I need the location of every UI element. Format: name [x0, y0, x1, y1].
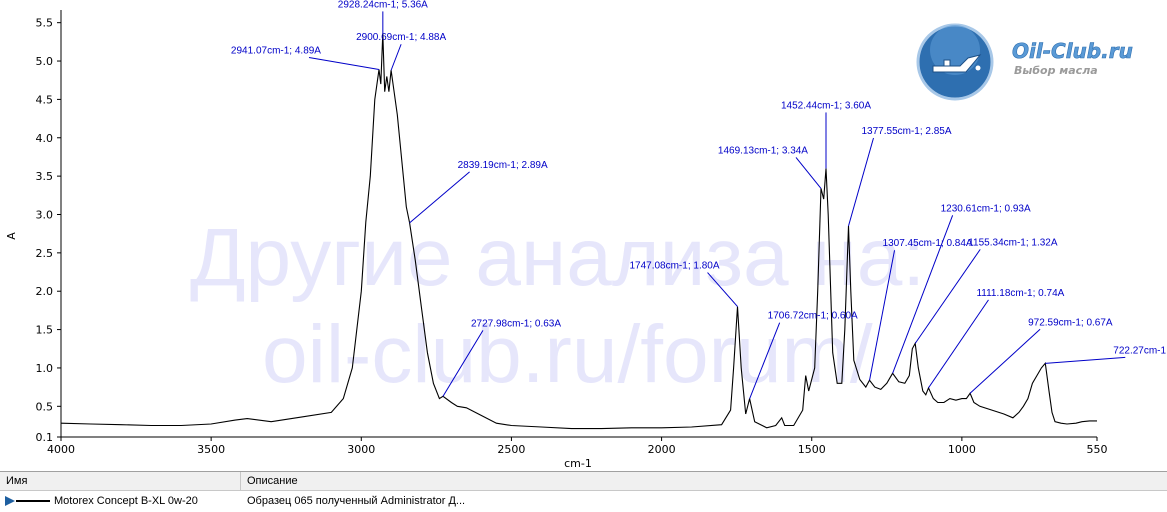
annotation-leader-line: [1045, 356, 1126, 364]
annotation-label: 2839.19cm-1; 2.89A: [458, 160, 548, 171]
legend-series-name: Motorex Concept B-XL 0w-20: [54, 495, 198, 507]
x-tick-label: 550: [1087, 443, 1108, 456]
y-tick-label: 2.5: [36, 247, 54, 260]
annotation-label: 1469.13cm-1; 3.34A: [718, 145, 808, 156]
y-tick-label: 4.5: [36, 93, 54, 106]
legend-series-desc: Образец 065 полученный Administrator Д..…: [247, 495, 466, 507]
peak-annotations: 2928.24cm-1; 5.36A 2941.07cm-1; 4.89A 2900…: [231, 0, 1167, 399]
legend-header-desc-label: Описание: [247, 475, 298, 487]
annotation-leader-line: [409, 171, 470, 224]
spectrum-series-line: [60, 33, 1097, 430]
series-swatch: [16, 500, 50, 502]
x-tick-label: 3000: [347, 443, 375, 456]
oil-club-logo: Oil-Club.ru Выбор масла: [916, 23, 1133, 101]
x-tick-label: 2500: [497, 443, 525, 456]
annotation-leader-line: [969, 328, 1041, 394]
y-axis-ticks: 0.1 0.5 1.0 1.5 2.0 2.5 3.0 3.5 4.0 4.5 5.0 5.5: [36, 17, 61, 444]
y-tick-label: 4.0: [36, 132, 54, 145]
annotation-leader-line: [390, 44, 402, 71]
annotation-leader-line: [308, 56, 380, 70]
legend-panel: Имя Описание Motorex Concept B-XL 0w-20 …: [0, 471, 1167, 512]
x-tick-label: 1500: [798, 443, 826, 456]
annotation-label: 1230.61cm-1; 0.93A: [941, 203, 1031, 214]
y-axis-title: A: [5, 232, 18, 240]
y-tick-label: 5.0: [36, 55, 54, 68]
annotation-leader-line: [892, 215, 954, 374]
oil-can-icon: [932, 54, 982, 73]
annotation-label: 1452.44cm-1; 3.60A: [781, 100, 871, 111]
x-tick-label: 4000: [47, 443, 75, 456]
annotation-label: 2900.69cm-1; 4.88A: [356, 32, 446, 43]
legend-row[interactable]: Motorex Concept B-XL 0w-20 Образец 065 п…: [0, 491, 1167, 511]
annotation-leader-line: [869, 250, 896, 381]
annotation-leader-line: [795, 157, 822, 189]
spectrum-chart: Другие анализа на: oil-club.ru/forum/ Oi…: [5, 0, 1167, 470]
logo-subtitle: Выбор масла: [1014, 64, 1098, 77]
annotation-label: 2727.98cm-1; 0.63A: [471, 318, 561, 329]
y-tick-label: 3.5: [36, 170, 54, 183]
annotation-leader-line: [707, 272, 738, 307]
annotation-label: 722.27cm-1; 1.06A: [1113, 345, 1167, 356]
legend-header-name[interactable]: Имя: [0, 472, 241, 491]
legend-header-name-label: Имя: [6, 475, 28, 487]
annotation-leader-line: [749, 322, 781, 399]
annotation-leader-line: [914, 249, 981, 344]
y-tick-label: 0.1: [36, 431, 54, 444]
annotation-label: 1155.34cm-1; 1.32A: [968, 237, 1058, 248]
watermark-line2: oil-club.ru/forum/: [262, 309, 873, 400]
annotation-label: 1747.08cm-1; 1.80A: [629, 261, 719, 272]
y-tick-label: 1.5: [36, 324, 54, 337]
annotation-label: 1307.45cm-1; 0.84A: [883, 238, 973, 249]
annotation-label: 1377.55cm-1; 2.85A: [861, 126, 951, 137]
y-tick-label: 3.0: [36, 208, 54, 221]
annotation-label: 2941.07cm-1; 4.89A: [231, 45, 321, 56]
x-axis-ticks: 4000 3500 3000 2500 2000 1500 1000 550: [47, 437, 1108, 456]
annotation-label: 1706.72cm-1; 0.60A: [768, 311, 858, 322]
watermark-line1: Другие анализа на:: [190, 212, 925, 303]
annotation-leader-line: [928, 299, 989, 389]
x-axis-title: cm-1: [564, 457, 592, 470]
y-tick-label: 0.5: [36, 400, 54, 413]
y-tick-label: 2.0: [36, 285, 54, 298]
y-tick-label: 5.5: [36, 17, 54, 30]
oil-drop-icon: [975, 65, 981, 71]
x-tick-label: 1000: [948, 443, 976, 456]
annotation-leader-line: [848, 137, 874, 227]
annotation-label: 1111.18cm-1; 0.74A: [976, 288, 1064, 299]
row-pointer-icon: [5, 496, 15, 506]
logo-title: Oil-Club.ru: [1012, 39, 1133, 63]
x-tick-label: 2000: [648, 443, 676, 456]
annotation-leader-line: [442, 330, 484, 397]
annotation-label: 2928.24cm-1; 5.36A: [338, 0, 428, 10]
x-tick-label: 3500: [197, 443, 225, 456]
annotation-label: 972.59cm-1; 0.67A: [1028, 317, 1113, 328]
y-tick-label: 1.0: [36, 362, 54, 375]
legend-header-desc[interactable]: Описание: [241, 472, 1167, 491]
